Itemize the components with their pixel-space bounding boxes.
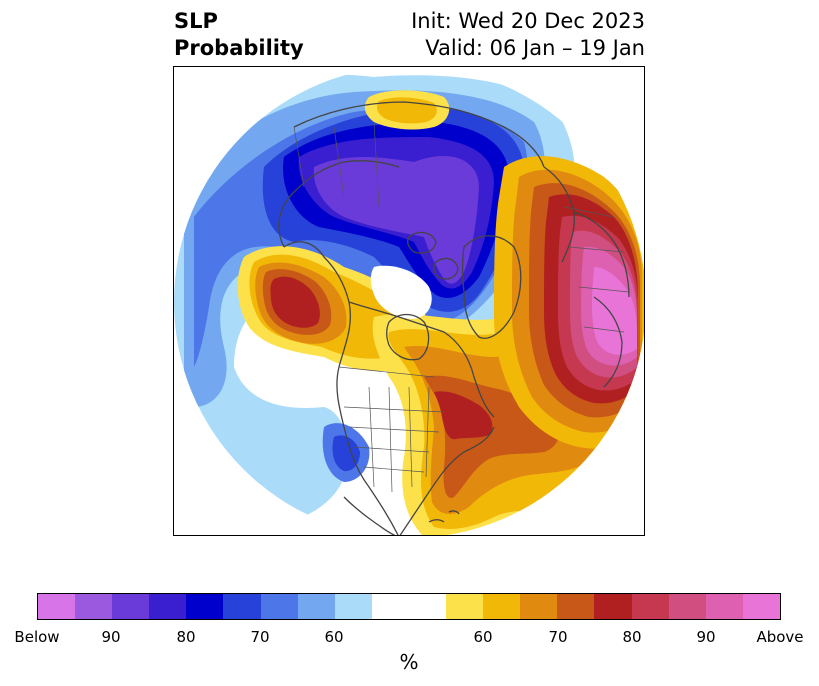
colorbar-tick-label: 80 (622, 628, 642, 646)
colorbar-segment (557, 594, 595, 619)
colorbar-tick-label: 60 (473, 628, 493, 646)
colorbar-tick-label: 70 (548, 628, 568, 646)
colorbar-segment (38, 594, 76, 619)
map-canvas (174, 67, 644, 535)
colorbar-segment (186, 594, 224, 619)
colorbar-tick-label: 60 (324, 628, 344, 646)
colorbar-segment (631, 594, 669, 619)
colorbar-segment (149, 594, 187, 619)
colorbar-segment (483, 594, 521, 619)
plot-title-right: Init: Wed 20 Dec 2023 Valid: 06 Jan – 19… (411, 8, 645, 62)
colorbar-segment (223, 594, 261, 619)
colorbar-segment (334, 594, 372, 619)
coastlines (278, 101, 630, 535)
variable-subtitle: Probability (174, 36, 304, 60)
colorbar-segment (297, 594, 335, 619)
probability-map (173, 66, 645, 536)
colorbar-segment (742, 594, 780, 619)
colorbar-tick-label: 90 (101, 628, 121, 646)
colorbar-segment (594, 594, 632, 619)
init-date: Init: Wed 20 Dec 2023 (411, 9, 645, 33)
valid-range: Valid: 06 Jan – 19 Jan (425, 36, 645, 60)
colorbar-tick-label: 70 (250, 628, 270, 646)
colorbar-segment (75, 594, 113, 619)
political-borders (293, 121, 630, 493)
variable-title: SLP (174, 9, 218, 33)
colorbar-segment (705, 594, 743, 619)
colorbar-segment (520, 594, 558, 619)
colorbar (37, 593, 781, 620)
colorbar-unit-label: % (399, 650, 419, 674)
colorbar-tick-label: Below (14, 628, 60, 646)
colorbar-segment-neutral (371, 594, 447, 619)
probability-shading (174, 67, 644, 535)
plot-title-left: SLP Probability (174, 8, 304, 62)
colorbar-tick-label: 90 (696, 628, 716, 646)
colorbar-segment (260, 594, 298, 619)
colorbar-tick-label: 80 (176, 628, 196, 646)
colorbar-segment (446, 594, 484, 619)
colorbar-segment (668, 594, 706, 619)
colorbar-segment (112, 594, 150, 619)
colorbar-tick-label: Above (756, 628, 804, 646)
